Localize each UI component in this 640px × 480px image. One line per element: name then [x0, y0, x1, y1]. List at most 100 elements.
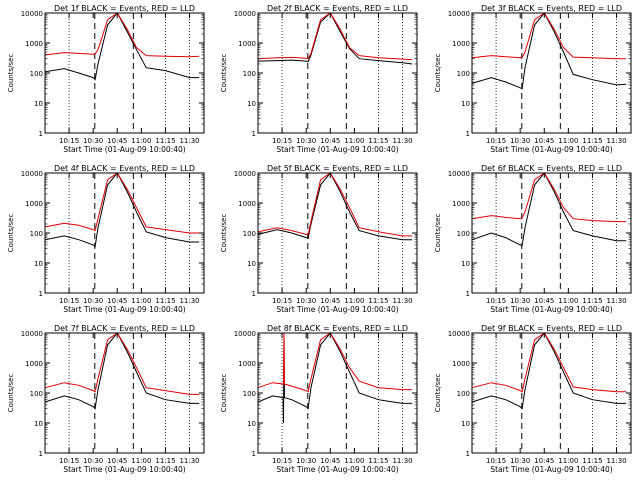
y-tick-label: 1: [39, 130, 43, 138]
x-axis-label: Start Time (01-Aug-09 10:00:40): [63, 145, 185, 154]
y-axis-label: Counts/sec: [434, 54, 442, 93]
x-tick-label: 11:15: [155, 137, 175, 145]
y-tick-label: 1: [252, 450, 256, 458]
x-tick-label: 10:45: [320, 457, 340, 465]
x-tick-label: 10:30: [510, 137, 530, 145]
events-series-line: [257, 332, 413, 424]
x-tick-label: 10:30: [83, 457, 103, 465]
x-tick-label: 11:00: [131, 297, 151, 305]
y-tick-label: 100: [457, 70, 470, 78]
detector-plot-3: Det 3f BLACK = Events, RED = LLD 1 10 100 10…: [434, 4, 632, 154]
y-tick-label: 1000: [238, 360, 256, 368]
lld-series-line: [471, 332, 627, 393]
plot-title: Det 7f BLACK = Events, RED = LLD: [54, 324, 195, 333]
events-series-line: [257, 172, 413, 241]
x-tick-label: 10:45: [320, 297, 340, 305]
y-axis-label: Counts/sec: [220, 374, 228, 413]
plot-title: Det 3f BLACK = Events, RED = LLD: [481, 4, 622, 13]
lld-series-line: [257, 172, 413, 237]
x-tick-label: 10:45: [534, 137, 554, 145]
y-tick-label: 1000: [452, 200, 470, 208]
y-tick-label: 100: [243, 70, 256, 78]
x-tick-label: 10:30: [83, 137, 103, 145]
x-tick-label: 11:00: [344, 297, 364, 305]
x-tick-label: 10:30: [296, 297, 316, 305]
detector-plot-7: Det 7f BLACK = Events, RED = LLD 1 10 100 10…: [7, 324, 205, 474]
y-tick-label: 1000: [25, 360, 43, 368]
x-tick-label: 11:15: [368, 457, 388, 465]
y-tick-label: 10: [461, 420, 470, 428]
y-tick-label: 10000: [448, 170, 470, 178]
y-tick-label: 10000: [234, 170, 256, 178]
events-series-line: [44, 172, 200, 248]
y-tick-label: 10: [247, 100, 256, 108]
x-axis-label: Start Time (01-Aug-09 10:00:40): [490, 465, 612, 474]
x-tick-label: 11:30: [179, 297, 199, 305]
x-tick-label: 10:15: [272, 297, 292, 305]
plot-title: Det 6f BLACK = Events, RED = LLD: [481, 164, 622, 173]
y-tick-label: 1000: [452, 40, 470, 48]
y-axis-label: Counts/sec: [434, 214, 442, 253]
lld-series-line: [471, 172, 627, 223]
x-tick-label: 10:45: [320, 137, 340, 145]
detector-plot-2: Det 2f BLACK = Events, RED = LLD 1 10 100 10…: [220, 4, 418, 154]
y-axis-label: Counts/sec: [7, 214, 15, 253]
y-tick-label: 1000: [25, 200, 43, 208]
y-tick-label: 10: [461, 100, 470, 108]
x-tick-label: 10:15: [59, 457, 79, 465]
plot-title: Det 1f BLACK = Events, RED = LLD: [54, 4, 195, 13]
y-tick-label: 1000: [238, 40, 256, 48]
events-series-line: [471, 172, 627, 247]
x-axis-label: Start Time (01-Aug-09 10:00:40): [276, 145, 398, 154]
y-tick-label: 1: [466, 130, 470, 138]
detector-plot-5: Det 5f BLACK = Events, RED = LLD 1 10 100 10…: [220, 164, 418, 314]
x-tick-label: 11:30: [392, 457, 412, 465]
lld-series-line: [471, 12, 627, 60]
y-tick-label: 1000: [452, 360, 470, 368]
x-tick-label: 10:45: [107, 297, 127, 305]
events-series-line: [257, 12, 413, 65]
lld-series-line: [44, 172, 200, 234]
x-axis-label: Start Time (01-Aug-09 10:00:40): [490, 305, 612, 314]
y-tick-label: 10000: [448, 10, 470, 18]
x-tick-label: 10:15: [486, 457, 506, 465]
x-tick-label: 11:15: [582, 137, 602, 145]
plot-title: Det 5f BLACK = Events, RED = LLD: [267, 164, 408, 173]
y-axis-label: Counts/sec: [220, 214, 228, 253]
y-axis-label: Counts/sec: [7, 54, 15, 93]
plot-title: Det 8f BLACK = Events, RED = LLD: [267, 324, 408, 333]
plot-title: Det 9f BLACK = Events, RED = LLD: [481, 324, 622, 333]
events-series-line: [44, 12, 200, 81]
lld-series-line: [257, 332, 413, 393]
y-tick-label: 100: [30, 230, 43, 238]
x-tick-label: 10:30: [510, 457, 530, 465]
x-tick-label: 11:15: [582, 457, 602, 465]
x-tick-label: 11:00: [131, 457, 151, 465]
y-tick-label: 10: [34, 260, 43, 268]
x-axis-label: Start Time (01-Aug-09 10:00:40): [63, 465, 185, 474]
y-tick-label: 1: [466, 450, 470, 458]
y-tick-label: 100: [30, 70, 43, 78]
x-tick-label: 10:30: [296, 137, 316, 145]
y-tick-label: 100: [243, 390, 256, 398]
y-tick-label: 10000: [21, 10, 43, 18]
x-tick-label: 10:15: [272, 137, 292, 145]
x-tick-label: 11:30: [179, 457, 199, 465]
x-tick-label: 11:00: [344, 457, 364, 465]
x-tick-label: 11:00: [558, 297, 578, 305]
x-axis-label: Start Time (01-Aug-09 10:00:40): [276, 465, 398, 474]
y-tick-label: 10: [461, 260, 470, 268]
y-tick-label: 1: [252, 290, 256, 298]
x-axis-label: Start Time (01-Aug-09 10:00:40): [63, 305, 185, 314]
y-tick-label: 10: [247, 420, 256, 428]
detector-plot-1: Det 1f BLACK = Events, RED = LLD 1 10 100 10…: [7, 4, 205, 154]
detector-plot-4: Det 4f BLACK = Events, RED = LLD 1 10 100 10…: [7, 164, 205, 314]
y-tick-label: 1000: [25, 40, 43, 48]
x-tick-label: 11:00: [344, 137, 364, 145]
x-axis-label: Start Time (01-Aug-09 10:00:40): [276, 305, 398, 314]
y-tick-label: 1000: [238, 200, 256, 208]
x-tick-label: 10:15: [486, 137, 506, 145]
detector-plot-6: Det 6f BLACK = Events, RED = LLD 1 10 100 10…: [434, 164, 632, 314]
plot-title: Det 4f BLACK = Events, RED = LLD: [54, 164, 195, 173]
x-tick-label: 10:15: [486, 297, 506, 305]
